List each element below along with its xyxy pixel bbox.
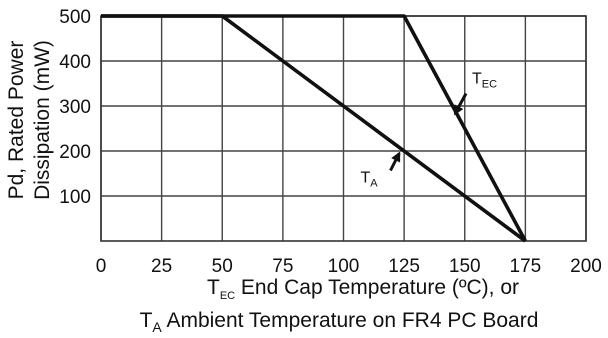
label-tec-subscript: EC	[482, 79, 497, 91]
x-tick-label-150: 150	[449, 256, 481, 277]
arrow-tec	[453, 92, 468, 116]
x-tick-label-75: 75	[272, 256, 293, 277]
label-ta-subscript: A	[370, 178, 378, 190]
tick-labels: 0 25 50 75 100 125 150 175 200 100 200 300 400 500	[59, 7, 602, 277]
series-line-tec	[101, 14, 527, 242]
x-tick-label-125: 125	[388, 256, 420, 277]
y-tick-label-300: 300	[59, 97, 91, 118]
x-tick-label-50: 50	[212, 256, 233, 277]
x-axis-title-line1-symbol: T	[207, 276, 220, 299]
series-line-ta	[101, 14, 527, 243]
label-ta: TA	[360, 170, 378, 190]
x-axis-title-line2-subscript: A	[152, 319, 162, 335]
y-tick-label-200: 200	[59, 142, 91, 163]
label-tec-symbol: T	[472, 71, 482, 88]
x-tick-label-175: 175	[510, 256, 542, 277]
x-tick-label-25: 25	[151, 256, 172, 277]
grid	[100, 15, 587, 241]
y-axis-title-line1: Pd, Rated Power	[5, 41, 28, 200]
x-tick-label-0: 0	[96, 256, 107, 277]
label-ta-symbol: T	[360, 170, 370, 187]
label-tec: TEC	[472, 71, 497, 91]
y-tick-label-100: 100	[59, 187, 91, 208]
x-axis-title-line1-text: End Cap Temperature (ºC), or	[235, 276, 519, 299]
x-axis-title-line1-subscript: EC	[220, 290, 235, 302]
x-axis-title-line2-text: Ambient Temperature on FR4 PC Board	[162, 309, 539, 332]
x-tick-label-100: 100	[328, 256, 360, 277]
x-tick-label-200: 200	[570, 256, 602, 277]
arrow-ta	[389, 151, 401, 172]
x-axis-title-line2-symbol: T	[140, 309, 153, 332]
x-axis-title-line1: TEC End Cap Temperature (ºC), or	[207, 276, 519, 302]
y-axis-title-line2: Dissipation (mW)	[31, 40, 54, 200]
series-lines	[101, 14, 527, 243]
y-tick-label-500: 500	[59, 7, 91, 28]
y-tick-label-400: 400	[59, 52, 91, 73]
x-axis-title-line2: TA Ambient Temperature on FR4 PC Board	[140, 309, 539, 335]
